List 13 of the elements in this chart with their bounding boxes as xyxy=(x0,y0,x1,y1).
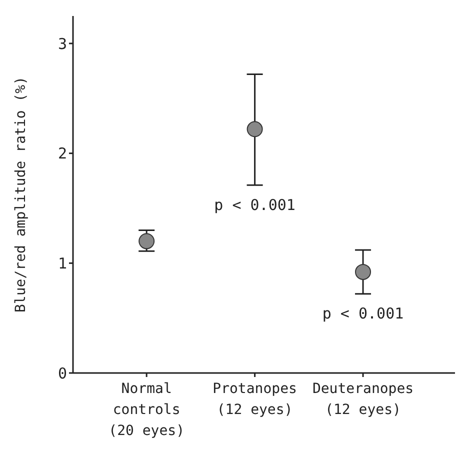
y-tick-label: 3 xyxy=(58,34,67,53)
y-tick-label: 1 xyxy=(58,254,67,272)
annotation: p < 0.001 xyxy=(214,196,296,214)
y-axis-title: Blue/red amplitude ratio (%) xyxy=(12,76,29,313)
y-tick-label: 2 xyxy=(58,144,67,163)
y-tick-label: 0 xyxy=(58,364,67,382)
annotation: p < 0.001 xyxy=(322,304,404,323)
point xyxy=(138,233,155,250)
x-tick-label: Normal controls (20 eyes) xyxy=(108,381,185,439)
x-tick-label: Protanopes (12 eyes) xyxy=(212,381,297,418)
point xyxy=(246,121,263,138)
x-tick-label: Deuteranopes (12 eyes) xyxy=(312,381,414,418)
point xyxy=(355,264,372,280)
